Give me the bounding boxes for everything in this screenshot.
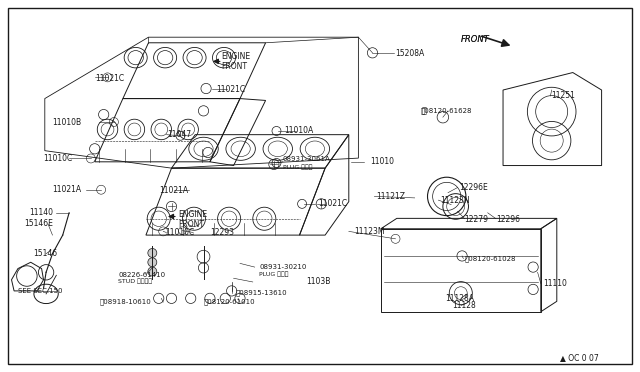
Text: 08931-30210: 08931-30210 — [259, 264, 307, 270]
Text: 11047: 11047 — [168, 130, 192, 139]
Text: 11123N: 11123N — [440, 196, 470, 205]
Text: PLUG プラグ: PLUG プラグ — [283, 164, 312, 170]
Text: ▲ OC 0 07: ▲ OC 0 07 — [560, 353, 599, 362]
Text: 08226-61410: 08226-61410 — [118, 272, 166, 278]
Text: 11021A: 11021A — [159, 186, 188, 195]
Text: 12279: 12279 — [465, 215, 489, 224]
Text: 15146E: 15146E — [24, 219, 53, 228]
Text: 11010C: 11010C — [165, 228, 195, 237]
Text: Ⓑ08120-61028: Ⓑ08120-61028 — [465, 255, 516, 262]
Text: 11010: 11010 — [370, 157, 394, 166]
Circle shape — [148, 258, 157, 267]
Text: Ⓑ08120-61628: Ⓑ08120-61628 — [421, 108, 472, 114]
Text: 11251: 11251 — [552, 92, 575, 100]
Text: 11128: 11128 — [452, 301, 476, 310]
Text: 11121Z: 11121Z — [376, 192, 405, 201]
Text: 12293: 12293 — [210, 228, 234, 237]
Text: 12296: 12296 — [496, 215, 520, 224]
Text: FRONT: FRONT — [461, 35, 490, 44]
Text: ⓜ08915-13610: ⓜ08915-13610 — [236, 290, 287, 296]
Text: 12296E: 12296E — [460, 183, 488, 192]
Text: ENGINE
FRONT: ENGINE FRONT — [178, 210, 207, 229]
Text: 11021A: 11021A — [52, 185, 82, 194]
Text: 08931-3061A: 08931-3061A — [283, 156, 331, 162]
Text: PLUG プラグ: PLUG プラグ — [259, 271, 289, 277]
Text: Ⓑ08120-61010: Ⓑ08120-61010 — [204, 299, 255, 305]
Text: ⓝ08918-10610: ⓝ08918-10610 — [99, 299, 151, 305]
Circle shape — [148, 267, 157, 276]
Text: SEE SEC.150: SEE SEC.150 — [18, 288, 63, 294]
Text: 11021C: 11021C — [318, 199, 348, 208]
Text: 11110: 11110 — [543, 279, 566, 288]
Text: STUD スタッド: STUD スタッド — [118, 279, 152, 285]
Text: 11010C: 11010C — [44, 154, 73, 163]
Text: FRONT: FRONT — [461, 35, 490, 44]
Text: 11123M: 11123M — [355, 227, 385, 236]
Text: 15146: 15146 — [33, 249, 58, 258]
Text: 11010B: 11010B — [52, 118, 82, 126]
Text: 1103B: 1103B — [306, 278, 330, 286]
Circle shape — [148, 248, 157, 257]
Text: ENGINE
FRONT: ENGINE FRONT — [221, 52, 250, 71]
Text: 11140: 11140 — [29, 208, 52, 217]
Text: 11010A: 11010A — [284, 126, 314, 135]
Text: 15208A: 15208A — [396, 49, 425, 58]
Text: 11128A: 11128A — [445, 294, 474, 303]
Text: 11021C: 11021C — [216, 85, 246, 94]
Text: Ⓑ: Ⓑ — [421, 106, 426, 115]
Text: 11021C: 11021C — [95, 74, 124, 83]
